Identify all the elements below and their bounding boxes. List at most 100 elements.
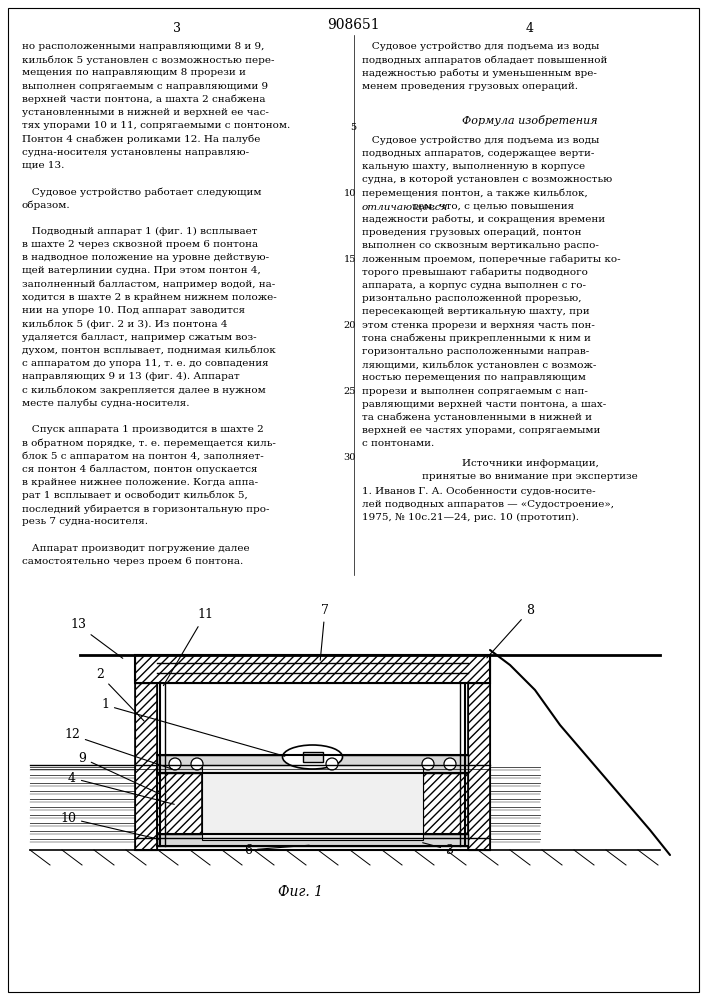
Text: 1: 1 bbox=[101, 698, 285, 756]
Text: выполнен сопрягаемым с направляющими 9: выполнен сопрягаемым с направляющими 9 bbox=[22, 82, 268, 91]
Text: судна-носителя установлены направляю-: судна-носителя установлены направляю- bbox=[22, 148, 249, 157]
Text: с аппаратом до упора 11, т. е. до совпадения: с аппаратом до упора 11, т. е. до совпад… bbox=[22, 359, 269, 368]
Text: ходится в шахте 2 в крайнем нижнем положе-: ходится в шахте 2 в крайнем нижнем полож… bbox=[22, 293, 276, 302]
Bar bbox=[135, 683, 157, 850]
Text: 3: 3 bbox=[173, 22, 181, 35]
Text: щие 13.: щие 13. bbox=[22, 161, 64, 170]
Text: этом стенка прорези и верхняя часть пон-: этом стенка прорези и верхняя часть пон- bbox=[362, 321, 595, 330]
Text: но расположенными направляющими 8 и 9,: но расположенными направляющими 8 и 9, bbox=[22, 42, 264, 51]
Bar bbox=[135, 683, 157, 850]
Circle shape bbox=[422, 758, 434, 770]
Text: удаляется балласт, например сжатым воз-: удаляется балласт, например сжатым воз- bbox=[22, 332, 257, 342]
Text: в шахте 2 через сквозной проем 6 понтона: в шахте 2 через сквозной проем 6 понтона bbox=[22, 240, 258, 249]
Bar bbox=[423, 765, 468, 840]
Text: равляющими верхней части понтона, а шах-: равляющими верхней части понтона, а шах- bbox=[362, 400, 606, 409]
Text: менем проведения грузовых операций.: менем проведения грузовых операций. bbox=[362, 82, 578, 91]
Text: пересекающей вертикальную шахту, при: пересекающей вертикальную шахту, при bbox=[362, 307, 590, 316]
Text: принятые во внимание при экспертизе: принятые во внимание при экспертизе bbox=[422, 472, 638, 481]
Text: ся понтон 4 балластом, понтон опускается: ся понтон 4 балластом, понтон опускается bbox=[22, 464, 257, 474]
Text: 1. Иванов Г. А. Особенности судов-носите-: 1. Иванов Г. А. Особенности судов-носите… bbox=[362, 487, 595, 496]
Text: кильблок 5 установлен с возможностью пере-: кильблок 5 установлен с возможностью пер… bbox=[22, 55, 274, 65]
Text: горизонтально расположенными направ-: горизонтально расположенными направ- bbox=[362, 347, 589, 356]
Text: Понтон 4 снабжен роликами 12. На палубе: Понтон 4 снабжен роликами 12. На палубе bbox=[22, 134, 260, 144]
Text: 6: 6 bbox=[244, 844, 309, 856]
Text: верхней части понтона, а шахта 2 снабжена: верхней части понтона, а шахта 2 снабжен… bbox=[22, 95, 266, 104]
Text: последний убирается в горизонтальную про-: последний убирается в горизонтальную про… bbox=[22, 504, 269, 514]
Text: установленными в нижней и верхней ее час-: установленными в нижней и верхней ее час… bbox=[22, 108, 269, 117]
Text: Источники информации,: Источники информации, bbox=[462, 459, 598, 468]
Text: с понтонами.: с понтонами. bbox=[362, 439, 434, 448]
Text: надежностью работы и уменьшенным вре-: надежностью работы и уменьшенным вре- bbox=[362, 68, 597, 78]
Bar bbox=[157, 765, 202, 840]
Text: Фиг. 1: Фиг. 1 bbox=[278, 885, 322, 899]
Text: ложенным проемом, поперечные габариты ко-: ложенным проемом, поперечные габариты ко… bbox=[362, 255, 621, 264]
Text: рат 1 всплывает и освободит кильблок 5,: рат 1 всплывает и освободит кильблок 5, bbox=[22, 491, 247, 500]
Text: блок 5 с аппаратом на понтон 4, заполняет-: блок 5 с аппаратом на понтон 4, заполняе… bbox=[22, 451, 264, 461]
Text: нии на упоре 10. Под аппарат заводится: нии на упоре 10. Под аппарат заводится bbox=[22, 306, 245, 315]
Text: кальную шахту, выполненную в корпусе: кальную шахту, выполненную в корпусе bbox=[362, 162, 585, 171]
Text: заполненный балластом, например водой, на-: заполненный балластом, например водой, н… bbox=[22, 280, 275, 289]
Bar bbox=[202, 765, 423, 840]
Circle shape bbox=[169, 758, 181, 770]
Text: тем, что, с целью повышения: тем, что, с целью повышения bbox=[409, 202, 575, 211]
Bar bbox=[468, 683, 490, 850]
Bar bbox=[468, 683, 490, 850]
Text: 2: 2 bbox=[96, 668, 144, 721]
Text: образом.: образом. bbox=[22, 200, 71, 210]
Text: 13: 13 bbox=[70, 618, 123, 658]
Text: проведения грузовых операций, понтон: проведения грузовых операций, понтон bbox=[362, 228, 581, 237]
Text: духом, понтон всплывает, поднимая кильблок: духом, понтон всплывает, поднимая кильбл… bbox=[22, 346, 276, 355]
Text: перемещения понтон, а также кильблок,: перемещения понтон, а также кильблок, bbox=[362, 189, 588, 198]
Text: кильблок 5 (фиг. 2 и 3). Из понтона 4: кильблок 5 (фиг. 2 и 3). Из понтона 4 bbox=[22, 319, 228, 329]
Text: надежности работы, и сокращения времени: надежности работы, и сокращения времени bbox=[362, 215, 605, 224]
Circle shape bbox=[191, 758, 203, 770]
Text: с кильблоком закрепляется далее в нужном: с кильблоком закрепляется далее в нужном bbox=[22, 385, 266, 395]
Text: выполнен со сквозным вертикально распо-: выполнен со сквозным вертикально распо- bbox=[362, 241, 599, 250]
Text: тона снабжены прикрепленными к ним и: тона снабжены прикрепленными к ним и bbox=[362, 334, 591, 343]
Text: 10: 10 bbox=[344, 189, 356, 198]
Text: та снабжена установленными в нижней и: та снабжена установленными в нижней и bbox=[362, 413, 592, 422]
Text: резь 7 судна-носителя.: резь 7 судна-носителя. bbox=[22, 517, 148, 526]
Bar bbox=[157, 834, 468, 846]
Text: мещения по направляющим 8 прорези и: мещения по направляющим 8 прорези и bbox=[22, 68, 246, 77]
Circle shape bbox=[326, 758, 338, 770]
Text: Аппарат производит погружение далее: Аппарат производит погружение далее bbox=[22, 544, 250, 553]
Text: 10: 10 bbox=[60, 812, 159, 839]
Text: в обратном порядке, т. е. перемещается киль-: в обратном порядке, т. е. перемещается к… bbox=[22, 438, 276, 448]
Text: аппарата, а корпус судна выполнен с го-: аппарата, а корпус судна выполнен с го- bbox=[362, 281, 586, 290]
Bar bbox=[157, 755, 468, 773]
Text: 1975, № 10с.21—24, рис. 10 (прототип).: 1975, № 10с.21—24, рис. 10 (прототип). bbox=[362, 513, 579, 522]
Text: 3: 3 bbox=[423, 843, 454, 856]
Text: 8: 8 bbox=[487, 603, 534, 658]
Text: 4: 4 bbox=[526, 22, 534, 35]
Text: Судовое устройство для подъема из воды: Судовое устройство для подъема из воды bbox=[362, 42, 600, 51]
Text: Судовое устройство для подъема из воды: Судовое устройство для подъема из воды bbox=[362, 136, 600, 145]
Bar bbox=[135, 655, 490, 683]
Ellipse shape bbox=[283, 745, 342, 769]
Text: 20: 20 bbox=[344, 321, 356, 330]
Text: ностью перемещения по направляющим: ностью перемещения по направляющим bbox=[362, 373, 586, 382]
Text: в крайнее нижнее положение. Когда аппа-: в крайнее нижнее положение. Когда аппа- bbox=[22, 478, 258, 487]
Text: прорези и выполнен сопрягаемым с нап-: прорези и выполнен сопрягаемым с нап- bbox=[362, 387, 588, 396]
Text: 908651: 908651 bbox=[327, 18, 380, 32]
Text: 11: 11 bbox=[163, 608, 213, 686]
Bar bbox=[423, 765, 468, 840]
Text: судна, в которой установлен с возможностью: судна, в которой установлен с возможност… bbox=[362, 175, 612, 184]
Text: месте палубы судна-носителя.: месте палубы судна-носителя. bbox=[22, 398, 189, 408]
Text: 9: 9 bbox=[78, 752, 160, 794]
Text: 15: 15 bbox=[344, 255, 356, 264]
Bar bbox=[135, 655, 490, 683]
Text: отличающееся: отличающееся bbox=[362, 202, 448, 211]
Text: подводных аппаратов обладает повышенной: подводных аппаратов обладает повышенной bbox=[362, 55, 607, 65]
Text: тях упорами 10 и 11, сопрягаемыми с понтоном.: тях упорами 10 и 11, сопрягаемыми с понт… bbox=[22, 121, 291, 130]
Text: Формула изобретения: Формула изобретения bbox=[462, 115, 598, 126]
Text: 4: 4 bbox=[68, 772, 175, 804]
Text: направляющих 9 и 13 (фиг. 4). Аппарат: направляющих 9 и 13 (фиг. 4). Аппарат bbox=[22, 372, 240, 381]
Text: 7: 7 bbox=[320, 603, 329, 660]
Bar bbox=[157, 765, 202, 840]
Text: 30: 30 bbox=[344, 453, 356, 462]
Text: самостоятельно через проем 6 понтона.: самостоятельно через проем 6 понтона. bbox=[22, 557, 243, 566]
Text: 12: 12 bbox=[64, 728, 173, 769]
Text: щей ватерлинии судна. При этом понтон 4,: щей ватерлинии судна. При этом понтон 4, bbox=[22, 266, 261, 275]
Text: ризонтально расположенной прорезью,: ризонтально расположенной прорезью, bbox=[362, 294, 581, 303]
